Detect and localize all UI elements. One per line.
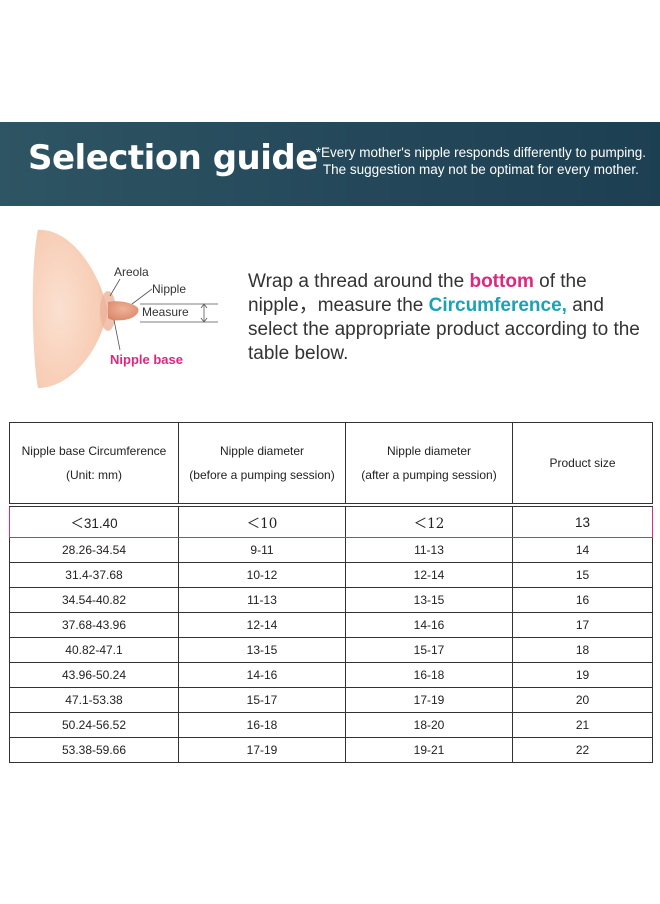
cell-circumference: 40.82-47.1 <box>9 637 179 663</box>
instruction-text: of the nipple，measure the <box>248 271 587 316</box>
table-row: 47.1-53.38 15-17 17-19 20 <box>9 687 653 713</box>
cell-circumference: 34.54-40.82 <box>9 587 179 613</box>
header-diameter-after: Nipple diameter (after a pumping session) <box>345 422 513 504</box>
areola-pointer <box>109 278 121 297</box>
cell-product-size: 17 <box>512 612 653 638</box>
table-row: 31.4-37.68 10-12 12-14 15 <box>9 562 653 588</box>
table-row: 53.38-59.66 17-19 19-21 22 <box>9 737 653 763</box>
table-row: 50.24-56.52 16-18 18-20 21 <box>9 712 653 738</box>
cell-circumference: 50.24-56.52 <box>9 712 179 738</box>
cell-product-size: 21 <box>512 712 653 738</box>
cell-diameter-before: 14-16 <box>178 662 346 688</box>
nipple-pointer <box>131 288 153 305</box>
cell-diameter-after: 19-21 <box>345 737 513 763</box>
table-row: 28.26-34.54 9-11 11-13 14 <box>9 537 653 563</box>
cell-diameter-before: 10-12 <box>178 562 346 588</box>
cell-diameter-before: ＜10 <box>178 506 346 538</box>
cell-diameter-after: 17-19 <box>345 687 513 713</box>
cell-diameter-after: 15-17 <box>345 637 513 663</box>
cell-circumference: ＜31.40 <box>9 506 179 538</box>
disclaimer-line-2: The suggestion may not be optimat for ev… <box>322 162 639 177</box>
table-row: 37.68-43.96 12-14 14-16 17 <box>9 612 653 638</box>
cell-diameter-after: 12-14 <box>345 562 513 588</box>
disclaimer-note: *Every mother's nipple responds differen… <box>316 144 646 178</box>
cell-diameter-after: 11-13 <box>345 537 513 563</box>
instruction-text: and select the appropriate product accor… <box>248 295 640 364</box>
cell-circumference: 47.1-53.38 <box>9 687 179 713</box>
table-row: 43.96-50.24 14-16 16-18 19 <box>9 662 653 688</box>
header-circumference: Nipple base Circumference (Unit: mm) <box>9 422 179 504</box>
cell-diameter-after: ＜12 <box>345 506 513 538</box>
nipple-measurement-diagram: Areola Nipple Measure Nipple base <box>32 229 218 388</box>
cell-diameter-after: 13-15 <box>345 587 513 613</box>
cell-circumference: 31.4-37.68 <box>9 562 179 588</box>
cell-circumference: 43.96-50.24 <box>9 662 179 688</box>
highlight-circumference: Circumference, <box>428 295 567 316</box>
arrow-head-top <box>200 303 208 309</box>
cell-diameter-before: 17-19 <box>178 737 346 763</box>
header-product-size: Product size <box>512 422 653 504</box>
cell-diameter-after: 18-20 <box>345 712 513 738</box>
cell-product-size: 19 <box>512 662 653 688</box>
cell-product-size: 16 <box>512 587 653 613</box>
cell-diameter-before: 13-15 <box>178 637 346 663</box>
cell-product-size: 15 <box>512 562 653 588</box>
highlight-bottom: bottom <box>469 271 534 292</box>
table-row: 40.82-47.1 13-15 15-17 18 <box>9 637 653 663</box>
cell-circumference: 28.26-34.54 <box>9 537 179 563</box>
cell-diameter-before: 11-13 <box>178 587 346 613</box>
cell-product-size: 14 <box>512 537 653 563</box>
label-nipple-base: Nipple base <box>110 352 183 367</box>
arrow-head-bottom <box>200 317 208 323</box>
selection-guide-banner: Selection guide *Every mother's nipple r… <box>0 122 660 206</box>
instruction-text: Wrap a thread around the <box>248 271 470 292</box>
cell-product-size: 13 <box>512 506 653 538</box>
cell-circumference: 53.38-59.66 <box>9 737 179 763</box>
label-measure: Measure <box>142 305 189 319</box>
cell-diameter-before: 9-11 <box>178 537 346 563</box>
breast-shape <box>32 229 108 388</box>
size-selection-table: Nipple base Circumference (Unit: mm) Nipp… <box>9 422 653 763</box>
header-diameter-before: Nipple diameter (before a pumping session… <box>178 422 346 504</box>
measurement-instructions: Wrap a thread around the bottom of the n… <box>248 270 653 366</box>
nipple-shape <box>108 301 139 321</box>
table-row-highlighted: ＜31.40 ＜10 ＜12 13 <box>9 506 653 538</box>
cell-product-size: 22 <box>512 737 653 763</box>
cell-diameter-after: 14-16 <box>345 612 513 638</box>
table-row: 34.54-40.82 11-13 13-15 16 <box>9 587 653 613</box>
cell-circumference: 37.68-43.96 <box>9 612 179 638</box>
cell-product-size: 20 <box>512 687 653 713</box>
disclaimer-line-1: *Every mother's nipple responds differen… <box>315 145 646 160</box>
cell-diameter-before: 12-14 <box>178 612 346 638</box>
cell-diameter-before: 15-17 <box>178 687 346 713</box>
label-nipple: Nipple <box>152 282 186 296</box>
cell-product-size: 18 <box>512 637 653 663</box>
nipple-base-pointer <box>113 319 121 351</box>
table-header-row: Nipple base Circumference (Unit: mm) Nipp… <box>9 422 653 504</box>
label-areola: Areola <box>114 265 149 279</box>
page-title: Selection guide <box>28 138 318 178</box>
cell-diameter-before: 16-18 <box>178 712 346 738</box>
cell-diameter-after: 16-18 <box>345 662 513 688</box>
